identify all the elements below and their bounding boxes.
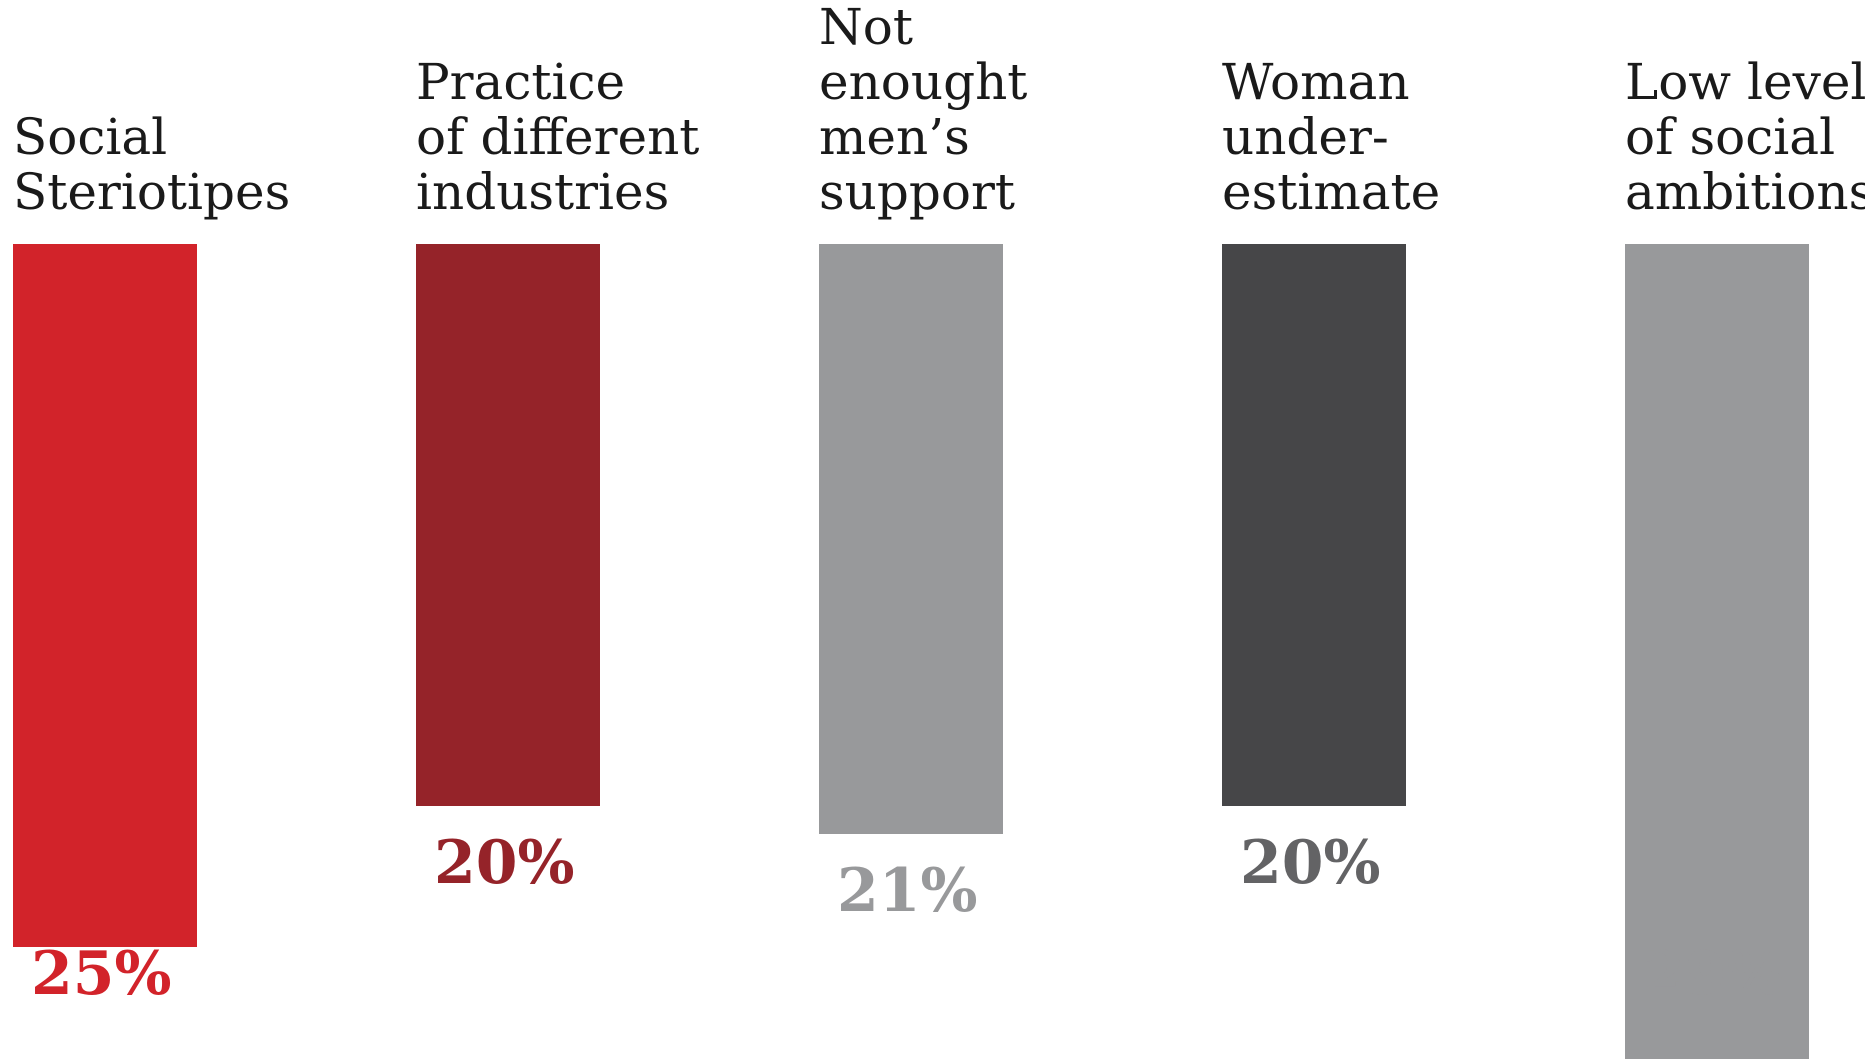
category-label: Not enought men’s support (819, 0, 1027, 220)
category-label-line: support (819, 163, 1015, 221)
category-label-line: Practice (416, 53, 626, 111)
bar (13, 244, 197, 947)
value-label: 21% (837, 856, 978, 927)
category-label-line: Low level (1625, 53, 1865, 111)
bar-chart: Social Steriotipes 25% Practice of different… (13, 0, 1865, 1059)
category-label-line: of social (1625, 108, 1836, 166)
category-label-line: Woman (1222, 53, 1410, 111)
bar (416, 244, 600, 806)
value-label: 20% (1240, 828, 1381, 898)
category-label-line: Steriotipes (13, 163, 291, 221)
bar (1625, 244, 1809, 1059)
category-label-line: enought (819, 53, 1028, 111)
category-label: Low level of social ambitions (1625, 55, 1865, 220)
value-label: 20% (434, 828, 575, 898)
value-label: 29% (1643, 939, 1784, 1009)
category-label-line: industries (416, 163, 670, 221)
category-label-line: estimate (1222, 163, 1441, 221)
category-label: Practice of different industries (416, 55, 699, 220)
category-label: Social Steriotipes (13, 110, 290, 220)
bar (1222, 244, 1406, 806)
category-label-line: men’s (819, 108, 970, 166)
category-label: Woman under-estimate (1222, 55, 1440, 220)
category-label-line: under- (1222, 108, 1389, 166)
category-label-line: Social (13, 108, 168, 166)
category-label-line: ambitions (1625, 163, 1865, 221)
value-label: 25% (31, 939, 172, 1009)
category-label-line: Not (819, 0, 913, 56)
category-label-line: of different (416, 108, 700, 166)
bar (819, 244, 1003, 835)
